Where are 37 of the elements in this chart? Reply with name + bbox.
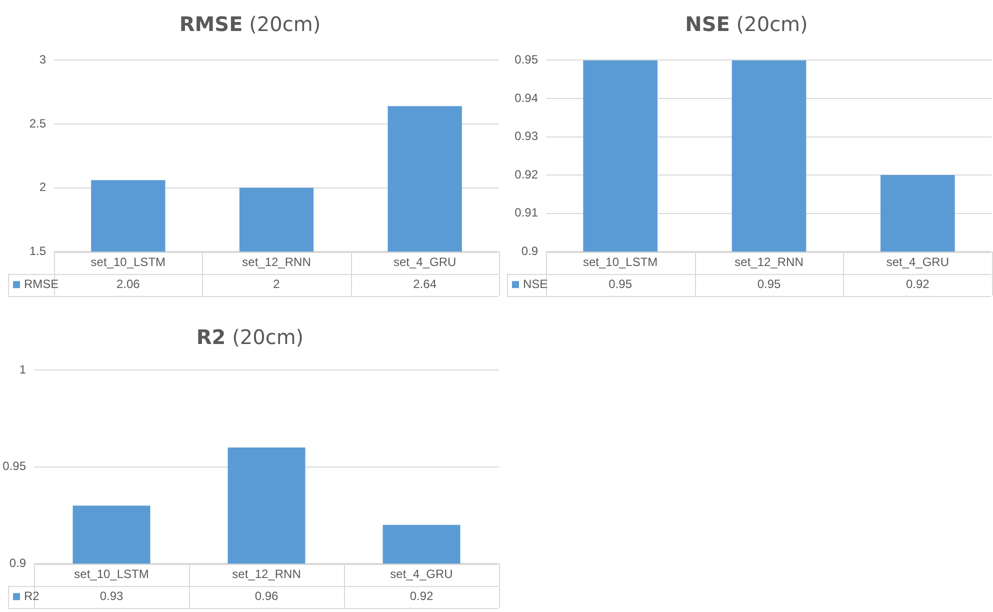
- legend-label: R2: [24, 588, 40, 603]
- x-tick-label: set_12_RNN: [242, 254, 311, 269]
- y-tick-label: 0.91: [514, 206, 538, 220]
- chart-title: RMSE (20cm): [178, 11, 322, 38]
- y-tick-label: 0.9: [9, 556, 26, 570]
- y-tick-label: 0.94: [514, 90, 538, 105]
- data-label: 0.92: [410, 588, 434, 603]
- x-tick-label: set_12_RNN: [734, 254, 804, 269]
- y-tick-label: 0.92: [514, 167, 538, 182]
- y-tick-label: 0.95: [2, 459, 26, 474]
- legend-label: RMSE: [24, 276, 59, 291]
- x-tick-label: set_4_GRU: [393, 254, 456, 269]
- y-tick-label: 3: [39, 52, 46, 67]
- data-label: 0.92: [906, 276, 930, 291]
- legend-label: NSE: [523, 276, 548, 291]
- x-tick-label: set_10_LSTM: [582, 254, 658, 269]
- y-tick-label: 0.95: [514, 52, 538, 67]
- y-tick-label: 0.9: [521, 244, 538, 258]
- y-tick-label: 1: [19, 362, 26, 377]
- data-label: 0.93: [100, 588, 124, 603]
- chart-title: R2 (20cm): [195, 324, 305, 351]
- data-label: 0.95: [608, 276, 632, 291]
- y-tick-label: 2: [39, 180, 46, 194]
- chart-title: NSE (20cm): [684, 11, 809, 38]
- data-label: 0.96: [254, 588, 278, 603]
- y-tick-label: 0.93: [514, 129, 538, 144]
- data-label: 2.64: [413, 276, 437, 291]
- x-tick-label: set_4_GRU: [886, 254, 950, 269]
- x-tick-label: set_10_LSTM: [90, 254, 166, 269]
- y-tick-label: 1.5: [29, 244, 46, 258]
- data-label: 0.95: [757, 276, 781, 291]
- data-label: 2: [273, 276, 280, 291]
- x-tick-label: set_4_GRU: [390, 566, 453, 581]
- data-label: 2.06: [116, 276, 140, 291]
- x-tick-label: set_12_RNN: [232, 566, 301, 581]
- y-tick-label: 2.5: [29, 116, 46, 130]
- x-tick-label: set_10_LSTM: [74, 566, 149, 581]
